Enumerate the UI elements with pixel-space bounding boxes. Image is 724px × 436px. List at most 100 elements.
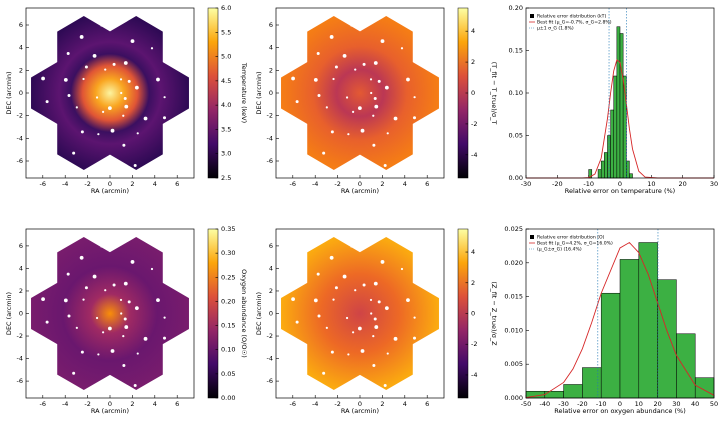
- colorbar-label: Oxygen abundance (O/O☉): [240, 269, 248, 358]
- masked-point: [122, 363, 126, 367]
- masked-point: [92, 274, 97, 279]
- masked-point: [325, 106, 328, 109]
- masked-point: [150, 47, 154, 50]
- masked-point: [150, 267, 154, 271]
- masked-point: [123, 97, 127, 101]
- masked-point: [46, 52, 49, 55]
- masked-point: [369, 298, 373, 302]
- masked-point: [72, 371, 76, 375]
- axes-frame: [525, 228, 715, 399]
- y-tick-label: 0.10: [509, 89, 523, 97]
- masked-point: [360, 128, 365, 133]
- y-tick-label: 0.15: [509, 47, 523, 55]
- histogram-bar: [607, 135, 611, 179]
- y-tick-label: 0: [19, 89, 23, 97]
- masked-point: [63, 298, 68, 303]
- x-tick-label: 0: [358, 400, 362, 408]
- histogram-bar: [626, 160, 630, 179]
- colorbar: [207, 228, 219, 399]
- x-tick-label: 6: [425, 400, 429, 408]
- masked-point: [362, 62, 366, 66]
- masked-point: [167, 282, 171, 286]
- masked-point: [127, 79, 131, 83]
- x-tick-label: -2: [84, 400, 90, 408]
- axes-frame: [25, 7, 195, 179]
- colorbar-tick-label: -4: [471, 151, 477, 159]
- masked-point: [163, 316, 166, 319]
- colorbar-tick-label: -2: [471, 120, 477, 128]
- y-tick-label: 2: [269, 66, 273, 74]
- masked-point: [374, 104, 379, 109]
- masked-point: [123, 61, 128, 65]
- y-tick-label: -2: [17, 112, 23, 120]
- y-tick-label: 4: [19, 264, 23, 272]
- masked-point: [370, 91, 373, 95]
- histogram-bar: [544, 390, 564, 399]
- colorbar-tick-label: 6.0: [221, 4, 231, 12]
- y-tick-label: 0.05: [509, 132, 523, 140]
- masked-point: [296, 52, 299, 55]
- x-tick-label: -6: [40, 180, 46, 188]
- y-tick-label: -4: [267, 355, 273, 363]
- y-tick-label: 0.015: [504, 293, 523, 301]
- colorbar-tick-label: 0.35: [221, 225, 235, 233]
- x-tick-label: 2: [380, 180, 384, 188]
- masked-point: [102, 331, 105, 334]
- masked-point: [95, 316, 99, 320]
- y-tick-label: -4: [17, 355, 23, 363]
- masked-point: [332, 77, 335, 81]
- masked-point: [130, 260, 135, 264]
- masked-point: [334, 65, 338, 69]
- x-tick-label: -6: [290, 400, 296, 408]
- y-tick-label: 0.010: [504, 326, 523, 334]
- x-tick-label: -20: [552, 180, 563, 188]
- masked-point: [45, 100, 49, 104]
- masked-point: [352, 110, 355, 114]
- masked-point: [383, 163, 387, 167]
- x-tick-label: 20: [653, 400, 661, 408]
- masked-point: [46, 273, 49, 276]
- x-tick-label: -4: [312, 180, 318, 188]
- y-tick-label: 0: [19, 310, 23, 318]
- x-tick-label: -4: [312, 400, 318, 408]
- masked-point: [299, 358, 304, 363]
- masked-point: [123, 317, 127, 321]
- masked-point: [80, 350, 84, 354]
- x-axis-label: Relative error on oxygen abundance (%): [554, 407, 686, 415]
- colorbar-tick-label: 0.20: [221, 297, 235, 305]
- x-tick-label: 2: [130, 180, 134, 188]
- y-tick-label: 4: [269, 44, 273, 52]
- masked-point: [49, 138, 54, 143]
- axes-frame: [525, 7, 715, 179]
- y-axis-label: DEC (arcmin): [5, 292, 13, 335]
- map-region: [109, 328, 163, 391]
- histogram-bar: [638, 242, 658, 399]
- x-tick-label: 6: [175, 180, 179, 188]
- x-tick-label: -4: [62, 180, 68, 188]
- masked-point: [120, 91, 123, 95]
- masked-point: [313, 298, 318, 303]
- y-tick-label: 0.020: [504, 259, 523, 267]
- masked-point: [122, 335, 125, 338]
- x-tick-label: -10: [596, 400, 607, 408]
- colorbar-tick-label: -2: [471, 340, 477, 348]
- masked-point: [295, 100, 299, 104]
- histogram-bar: [610, 109, 614, 179]
- y-tick-label: 0.20: [509, 4, 523, 12]
- y-tick-label: 0: [269, 310, 273, 318]
- masked-point: [107, 106, 112, 111]
- x-tick-label: 4: [153, 180, 157, 188]
- colorbar-tick-label: 4: [471, 27, 475, 35]
- legend-label: Relative error distribution (O): [537, 235, 605, 241]
- masked-point: [345, 96, 349, 99]
- colorbar-tick-label: 0.25: [221, 273, 235, 281]
- x-tick-label: 2: [380, 400, 384, 408]
- masked-point: [41, 76, 45, 81]
- x-tick-label: 6: [175, 400, 179, 408]
- x-tick-label: 50: [710, 400, 718, 408]
- legend-label: Best fit (μ_G=-0.7%, σ_G=2.8%): [537, 20, 612, 26]
- masked-point: [316, 272, 320, 276]
- x-tick-label: 40: [691, 400, 699, 408]
- histogram-bar: [613, 75, 618, 179]
- masked-point: [143, 336, 148, 341]
